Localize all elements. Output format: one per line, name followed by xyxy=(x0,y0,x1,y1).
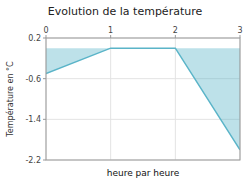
y-tick xyxy=(43,78,46,79)
y-tick xyxy=(43,119,46,120)
y-tick-label: -1.4 xyxy=(25,115,41,124)
y-tick-label: 0.2 xyxy=(28,34,41,43)
title: Evolution de la température xyxy=(48,5,203,18)
chart-container: 0.2 -0.6 -1.4 -2.2 0 1 2 3 Evolution de la tempé… xyxy=(0,0,250,188)
y-axis-label: Température en °C xyxy=(5,61,15,138)
area xyxy=(46,48,240,150)
x-axis-label: heure par heure xyxy=(107,168,180,178)
x-tick-label: 1 xyxy=(108,26,113,35)
plot-frame xyxy=(46,38,240,160)
x-tick-label: 0 xyxy=(43,26,48,35)
x-tick-label: 2 xyxy=(173,26,178,35)
plot-area xyxy=(46,48,240,150)
x-tick xyxy=(175,35,176,38)
y-tick xyxy=(43,160,46,161)
line xyxy=(46,48,240,150)
grid-line-y xyxy=(46,119,240,120)
x-tick xyxy=(240,35,241,38)
y-tick-label: -2.2 xyxy=(25,156,41,165)
grid-line-x xyxy=(110,38,111,160)
grid-line-x xyxy=(175,38,176,160)
chart: 0.2 -0.6 -1.4 -2.2 0 1 2 3 Evolution de la tempé… xyxy=(0,0,250,188)
x-tick xyxy=(46,35,47,38)
x-tick-label: 3 xyxy=(237,26,242,35)
x-tick xyxy=(110,35,111,38)
y-tick-label: -0.6 xyxy=(25,75,41,84)
